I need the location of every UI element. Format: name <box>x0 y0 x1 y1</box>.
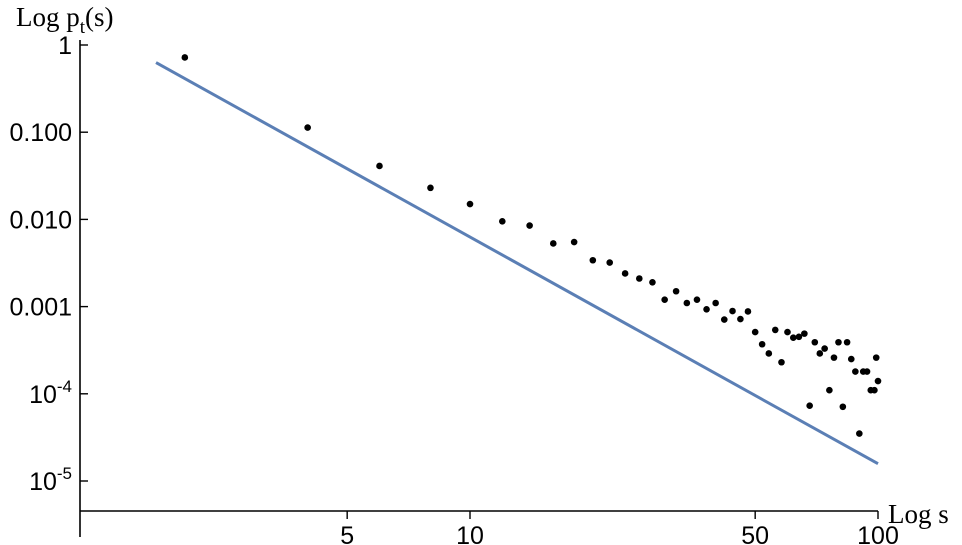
x-tick-label: 100 <box>857 522 899 545</box>
data-point <box>784 328 791 336</box>
data-point <box>499 218 506 225</box>
data-point <box>589 256 597 264</box>
data-point <box>661 296 668 303</box>
data-points <box>181 54 882 437</box>
data-point <box>795 333 803 341</box>
data-point <box>606 259 614 266</box>
data-point <box>856 430 863 437</box>
data-point <box>843 338 851 346</box>
x-tick-label: 10 <box>456 522 484 545</box>
data-point <box>672 287 680 295</box>
data-point <box>778 358 785 366</box>
data-point <box>771 326 779 334</box>
x-tick-label: 5 <box>340 522 354 545</box>
data-point <box>839 403 847 411</box>
data-point <box>683 299 691 307</box>
data-point <box>852 368 859 375</box>
y-ticks: 1 0.100 0.010 0.001 10-4 10-5 <box>9 32 88 496</box>
data-point <box>621 270 629 277</box>
data-point <box>549 240 557 247</box>
data-point <box>830 354 838 361</box>
data-point <box>863 368 871 375</box>
data-point <box>181 54 189 61</box>
data-point <box>703 306 710 313</box>
data-point <box>570 238 578 246</box>
data-point <box>466 200 474 208</box>
data-point <box>526 222 533 229</box>
data-point <box>712 299 719 307</box>
y-tick-label: 0.010 <box>9 206 72 234</box>
fit-line-segment <box>155 61 879 466</box>
y-tick-label: 0.001 <box>9 294 72 322</box>
data-point <box>874 377 882 385</box>
data-point <box>376 162 383 170</box>
data-point <box>729 307 736 315</box>
data-point <box>693 296 701 303</box>
data-point <box>758 340 766 348</box>
data-point <box>744 308 752 315</box>
data-point <box>847 355 855 363</box>
y-tick-label: 1 <box>58 32 72 60</box>
data-point <box>427 184 434 192</box>
x-tick-label: 50 <box>741 522 769 545</box>
data-point <box>636 275 643 282</box>
x-ticks: 5 10 50 100 <box>340 511 899 545</box>
x-axis-label: Log s <box>888 499 949 529</box>
data-point <box>720 316 728 323</box>
power-law-fit-line <box>155 61 879 466</box>
y-axis-label: Log pt(s) <box>16 2 114 38</box>
data-point <box>801 330 808 337</box>
data-point <box>821 345 828 352</box>
data-point <box>649 278 656 286</box>
data-point <box>816 350 824 357</box>
data-point <box>751 328 759 336</box>
data-point <box>806 402 813 410</box>
y-tick-label: 0.100 <box>9 119 72 147</box>
y-tick-label: 10-4 <box>29 377 72 409</box>
y-tick-label: 10-5 <box>29 464 72 496</box>
data-point <box>835 338 842 346</box>
data-point <box>826 386 833 394</box>
data-point <box>872 354 880 361</box>
data-point <box>304 124 311 131</box>
data-point <box>789 334 797 341</box>
data-point <box>811 338 819 346</box>
data-point <box>765 350 773 357</box>
data-point <box>871 386 878 394</box>
data-point <box>737 315 744 323</box>
